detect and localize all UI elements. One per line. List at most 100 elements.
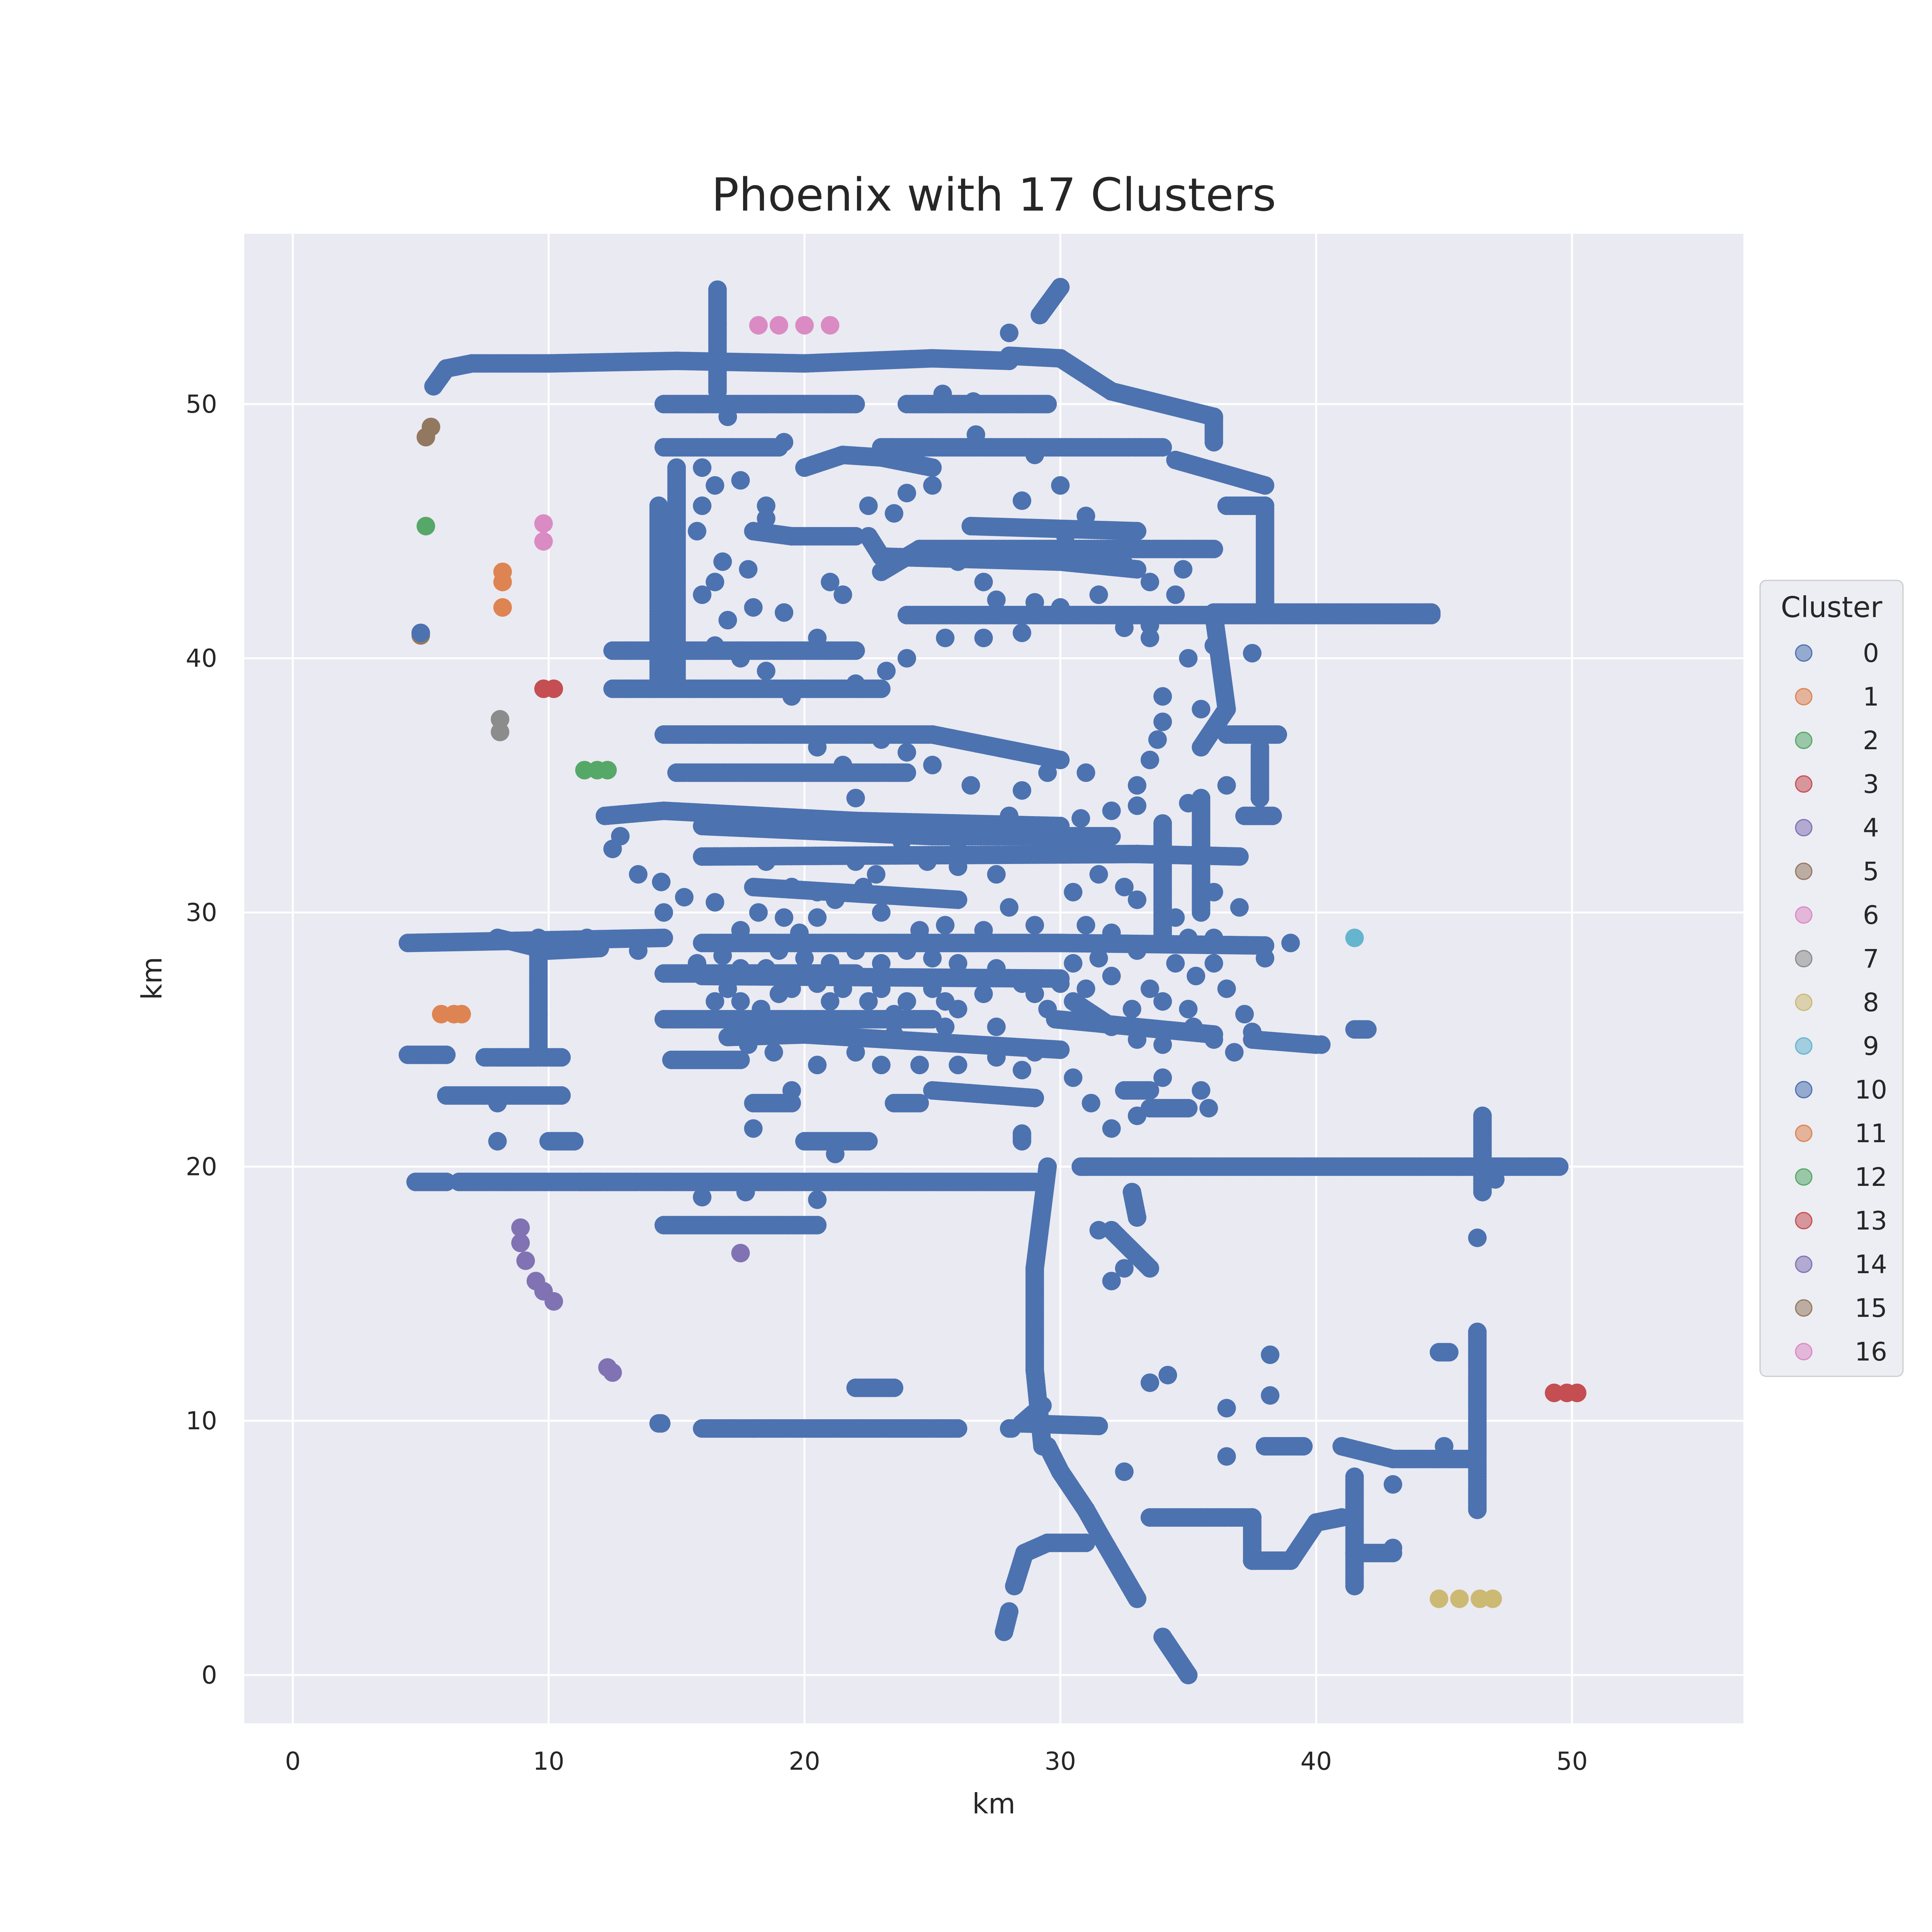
data-point: [744, 598, 763, 617]
data-point: [826, 890, 845, 909]
data-point: [598, 761, 617, 780]
data-point: [846, 641, 865, 660]
data-point: [491, 710, 510, 729]
legend-item-3: 3: [1795, 769, 1879, 799]
data-point: [782, 979, 801, 998]
data-point: [1225, 1043, 1244, 1062]
data-point: [1000, 323, 1019, 342]
data-point: [1179, 794, 1198, 813]
data-point: [511, 1233, 530, 1252]
data-point: [757, 662, 776, 680]
data-point: [808, 738, 827, 757]
data-point: [1204, 883, 1223, 901]
data-point: [718, 407, 737, 426]
data-point: [1199, 1099, 1218, 1118]
data-point: [884, 504, 903, 523]
data-point: [575, 761, 594, 780]
x-tick-label: 30: [1044, 1747, 1076, 1776]
data-point: [1179, 929, 1198, 947]
data-point: [411, 623, 430, 642]
data-point: [1064, 954, 1083, 973]
data-point: [1255, 496, 1274, 515]
chart-title: Phoenix with 17 Clusters: [711, 168, 1276, 221]
legend-item-6: 6: [1795, 900, 1879, 930]
data-point: [1140, 1081, 1159, 1100]
data-point: [833, 755, 852, 774]
data-point: [795, 316, 814, 335]
x-tick-label: 40: [1301, 1747, 1332, 1776]
legend-title: Cluster: [1781, 591, 1883, 624]
data-point: [1064, 1068, 1083, 1087]
data-point: [897, 484, 916, 503]
data-point: [884, 1378, 903, 1397]
data-point: [675, 888, 694, 906]
data-point: [708, 313, 727, 332]
legend-marker: [1795, 1168, 1813, 1186]
legend-item-2: 2: [1795, 726, 1879, 755]
data-point: [910, 1056, 929, 1075]
legend-item-4: 4: [1795, 813, 1879, 843]
legend-item-5: 5: [1795, 857, 1879, 886]
data-point: [808, 1216, 827, 1235]
data-point: [1383, 1475, 1402, 1494]
data-point: [1102, 1272, 1121, 1291]
data-point: [654, 929, 673, 947]
data-point: [872, 979, 891, 998]
data-point: [654, 903, 673, 922]
data-point: [1230, 847, 1249, 866]
data-point: [1051, 476, 1070, 495]
data-point: [1000, 806, 1019, 825]
data-point: [782, 1081, 801, 1100]
data-point: [1179, 1099, 1198, 1118]
data-point: [949, 832, 968, 851]
data-point: [1468, 1228, 1487, 1247]
data-point: [667, 534, 686, 553]
legend-label: 3: [1863, 769, 1879, 799]
data-point: [1447, 1157, 1466, 1176]
data-point: [1281, 934, 1300, 952]
data-point: [1345, 1577, 1364, 1595]
data-point: [949, 857, 968, 876]
data-point: [1033, 1396, 1052, 1415]
data-point: [846, 527, 865, 546]
data-point: [667, 598, 686, 617]
data-point: [821, 316, 840, 335]
legend-marker: [1795, 1081, 1813, 1099]
data-point: [897, 743, 916, 762]
data-point: [987, 827, 1006, 846]
data-point: [1166, 908, 1185, 927]
data-point: [713, 946, 732, 965]
data-point: [718, 979, 737, 998]
data-point: [1430, 1589, 1449, 1608]
data-point: [731, 921, 750, 940]
data-point: [1468, 1500, 1487, 1519]
data-point: [1000, 1602, 1019, 1621]
data-point: [923, 476, 942, 495]
data-point: [918, 852, 937, 871]
data-point: [872, 730, 891, 749]
data-point: [877, 662, 896, 680]
data-point: [578, 929, 597, 947]
series-cluster-6: [534, 514, 553, 551]
data-point: [1153, 1035, 1172, 1054]
data-point: [854, 878, 873, 896]
data-point: [1071, 809, 1090, 828]
data-point: [846, 1010, 865, 1029]
data-point: [782, 878, 801, 896]
data-point: [1166, 585, 1185, 604]
series-cluster-7: [491, 710, 510, 742]
data-point: [590, 939, 609, 957]
legend-item-13: 13: [1795, 1206, 1887, 1236]
data-point: [846, 964, 865, 983]
data-point: [1230, 898, 1249, 917]
data-point: [417, 517, 435, 536]
data-point: [544, 679, 563, 698]
data-point: [693, 496, 712, 515]
data-point: [1140, 616, 1159, 635]
series-cluster-4: [731, 1243, 750, 1262]
data-point: [1012, 491, 1031, 510]
data-point: [1000, 898, 1019, 917]
y-tick-label: 40: [186, 645, 217, 673]
